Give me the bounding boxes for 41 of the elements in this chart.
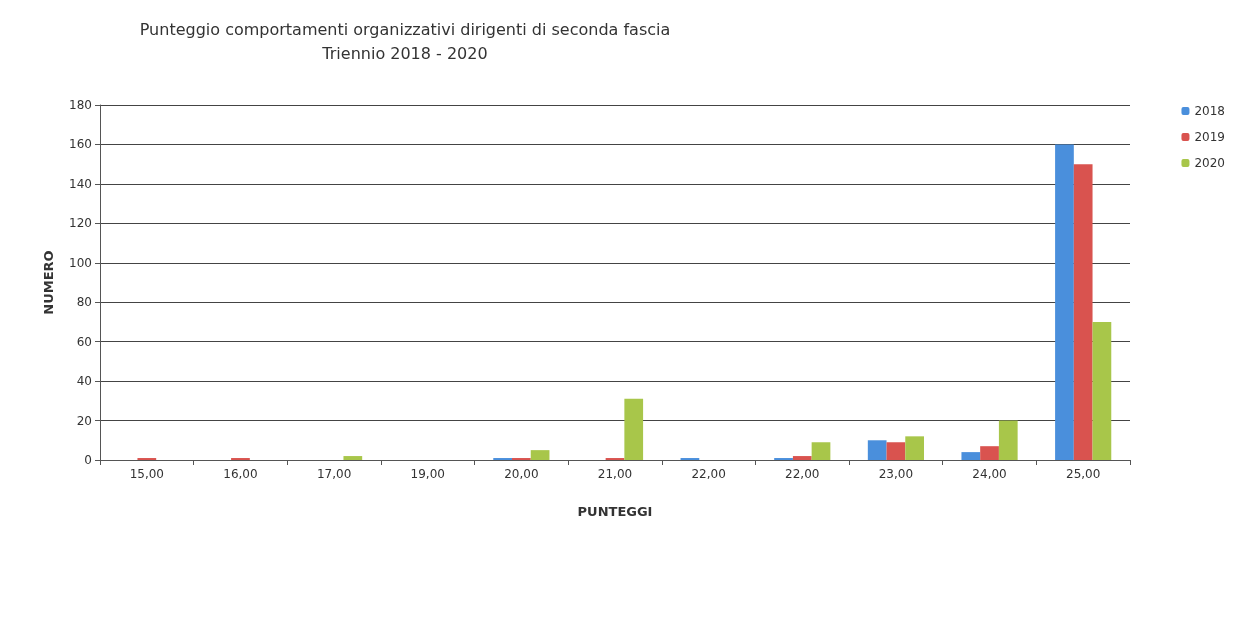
y-tick-label: 20 — [76, 413, 92, 428]
x-tick-label: 15,00 — [129, 467, 164, 481]
bar — [980, 446, 999, 460]
y-tick-label: 40 — [76, 374, 92, 389]
y-tick-label: 160 — [69, 137, 92, 152]
y-tick-label: 140 — [69, 176, 92, 191]
y-tick-label: 180 — [69, 98, 92, 112]
y-axis-title: NUMERO — [41, 250, 56, 315]
bar — [811, 442, 831, 460]
x-axis-title: PUNTEGGI — [577, 504, 653, 519]
x-tick-label: 23,00 — [878, 467, 914, 481]
legend-label: 2019 — [1194, 130, 1226, 144]
x-tick-label: 24,00 — [972, 467, 1007, 481]
y-tick-label: 60 — [76, 334, 92, 349]
x-tick-label: 21,00 — [597, 467, 633, 481]
bar — [343, 456, 363, 460]
y-tick-label: 100 — [69, 255, 92, 270]
bar — [624, 398, 644, 460]
legend-label: 2018 — [1194, 104, 1226, 118]
y-tick-label: 80 — [76, 295, 92, 310]
x-tick-label: 20,00 — [504, 467, 539, 481]
bar — [961, 452, 981, 460]
x-tick-label: 22,00 — [785, 467, 820, 481]
bar — [886, 442, 906, 460]
bar — [1055, 144, 1074, 460]
chart-title: Punteggio comportamenti organizzativi dirigenti di seconda fascia Triennio 2018 - 2020 — [139, 19, 671, 63]
bar — [1092, 321, 1112, 460]
bar — [1073, 164, 1093, 460]
bar — [867, 440, 887, 460]
x-tick-label: 17,00 — [316, 467, 352, 481]
y-tick-label: 120 — [69, 216, 92, 231]
bar — [998, 420, 1018, 460]
legend-label: 2020 — [1194, 156, 1226, 170]
x-tick-label: 19,00 — [410, 467, 445, 481]
x-tick-label: 25,00 — [1066, 467, 1101, 481]
bar — [792, 456, 812, 460]
bar — [905, 436, 924, 460]
x-tick-label: 22,00 — [691, 467, 726, 481]
bar — [530, 450, 550, 460]
y-tick-label: 0 — [84, 453, 92, 467]
x-tick-label: 16,00 — [223, 467, 258, 481]
